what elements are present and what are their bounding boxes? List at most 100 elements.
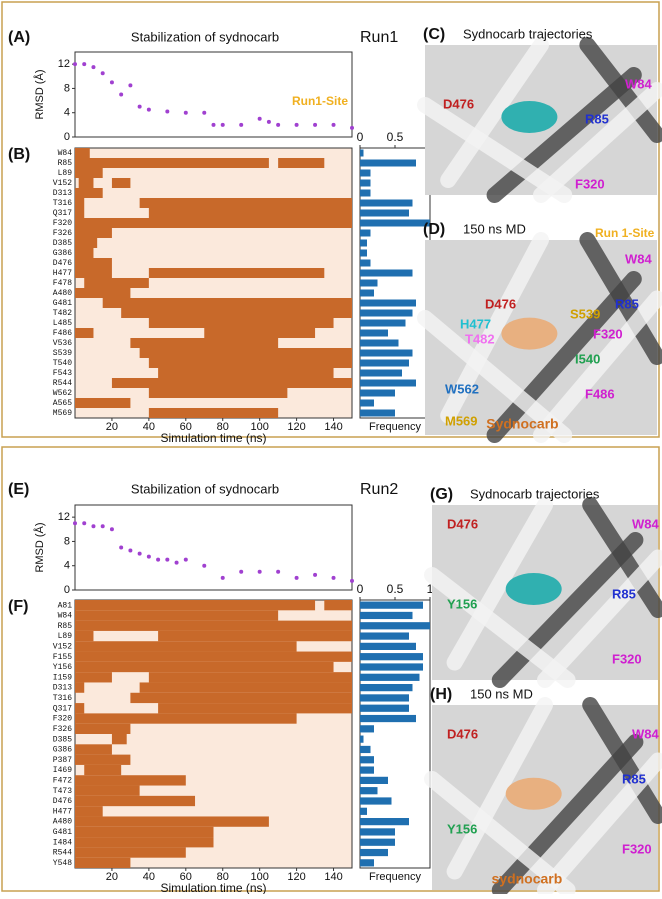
residue-label: D385 xyxy=(53,735,72,744)
y-tick-label: 12 xyxy=(58,58,70,70)
panel-label: (A) xyxy=(8,29,30,46)
residue-label: W84 xyxy=(625,251,653,266)
frequency-bar xyxy=(360,300,416,307)
contact-segment xyxy=(75,158,269,168)
rmsd-point xyxy=(295,576,299,580)
residue-label: W84 xyxy=(632,516,660,531)
residue-label: D385 xyxy=(53,239,72,248)
residue-label: W84 xyxy=(58,149,73,158)
residue-label: F478 xyxy=(53,279,72,288)
contact-segment xyxy=(149,318,334,328)
rmsd-point xyxy=(350,579,354,583)
contact-segment xyxy=(75,713,297,723)
residue-label: R85 xyxy=(585,111,609,126)
residue-label: T316 xyxy=(53,694,72,703)
plot-frame xyxy=(75,505,352,590)
frequency-bar xyxy=(360,622,430,629)
contact-segment xyxy=(75,703,84,713)
image-caption: Sydnocarb trajectories xyxy=(463,26,593,41)
contact-segment xyxy=(75,208,84,218)
frequency-bar xyxy=(360,715,416,722)
residue-label: F543 xyxy=(53,369,72,378)
residue-label: Y156 xyxy=(447,821,477,836)
contact-segment xyxy=(130,693,352,703)
residue-label: V536 xyxy=(53,339,72,348)
frequency-bar xyxy=(360,777,388,784)
image-caption: 150 ns MD xyxy=(463,221,526,236)
frequency-bar xyxy=(360,808,367,815)
rmsd-point xyxy=(258,117,262,121)
frequency-bar xyxy=(360,160,416,167)
residue-label: D476 xyxy=(443,96,474,111)
frequency-bar xyxy=(360,746,371,753)
contact-segment xyxy=(84,278,149,288)
contact-segment xyxy=(121,308,352,318)
contact-segment xyxy=(112,178,130,188)
residue-label: T482 xyxy=(53,309,72,318)
ligand xyxy=(506,778,562,810)
residue-label: W84 xyxy=(632,726,660,741)
x-tick-label: 40 xyxy=(143,871,155,883)
residue-label: G481 xyxy=(53,828,72,837)
rmsd-point xyxy=(119,93,123,97)
residue-label: R85 xyxy=(622,771,646,786)
frequency-bar xyxy=(360,200,413,207)
rmsd-point xyxy=(138,552,142,556)
x-tick-label: 0.5 xyxy=(387,582,404,596)
residue-label: I540 xyxy=(575,351,600,366)
x-tick-label: 0 xyxy=(357,582,364,596)
rmsd-point xyxy=(221,576,225,580)
frequency-bar xyxy=(360,756,374,763)
image-caption: Sydnocarb trajectories xyxy=(470,486,600,501)
frequency-bar xyxy=(360,330,388,337)
residue-label: G481 xyxy=(53,299,72,308)
frequency-bar xyxy=(360,360,409,367)
contact-segment xyxy=(140,348,352,358)
rmsd-point xyxy=(91,524,95,528)
frequency-bar xyxy=(360,694,409,701)
image-caption: 150 ns MD xyxy=(470,686,533,701)
annotation: Run1-Site xyxy=(292,94,348,108)
contact-segment xyxy=(149,268,324,278)
contact-segment xyxy=(75,610,278,620)
residue-label: F326 xyxy=(53,725,72,734)
panel-label: (H) xyxy=(430,686,452,703)
residue-label: Q317 xyxy=(53,209,72,218)
contact-segment xyxy=(75,786,140,796)
contact-segment xyxy=(75,600,315,610)
residue-label: M569 xyxy=(445,413,478,428)
rmsd-point xyxy=(110,527,114,531)
frequency-bar xyxy=(360,150,364,157)
residue-label: L89 xyxy=(58,169,73,178)
frequency-bar xyxy=(360,220,430,227)
frequency-bar xyxy=(360,350,413,357)
contact-segment xyxy=(75,398,130,408)
frequency-bar xyxy=(360,684,413,691)
rmsd-point xyxy=(147,555,151,559)
contact-segment xyxy=(75,672,112,682)
contact-segment xyxy=(75,228,112,238)
x-tick-label: 120 xyxy=(287,421,305,433)
frequency-bar xyxy=(360,410,395,417)
contact-segment xyxy=(75,188,103,198)
residue-label: F320 xyxy=(593,326,623,341)
residue-label: R85 xyxy=(58,159,73,168)
y-tick-label: 4 xyxy=(64,560,70,572)
residue-label: F320 xyxy=(622,841,652,856)
frequency-bar xyxy=(360,818,409,825)
frequency-bar xyxy=(360,230,371,237)
rmsd-point xyxy=(128,83,132,87)
rmsd-point xyxy=(165,558,169,562)
residue-label: F320 xyxy=(612,651,642,666)
rmsd-point xyxy=(332,576,336,580)
frequency-bar xyxy=(360,725,374,732)
frequency-bar xyxy=(360,180,371,187)
residue-label: D313 xyxy=(53,684,72,693)
residue-label: I484 xyxy=(53,838,72,847)
contact-segment xyxy=(75,816,269,826)
rmsd-point xyxy=(156,558,160,562)
run-label: Run1 xyxy=(360,29,398,46)
residue-label: G386 xyxy=(53,746,72,755)
ligand xyxy=(506,573,562,605)
ligand xyxy=(501,101,557,133)
